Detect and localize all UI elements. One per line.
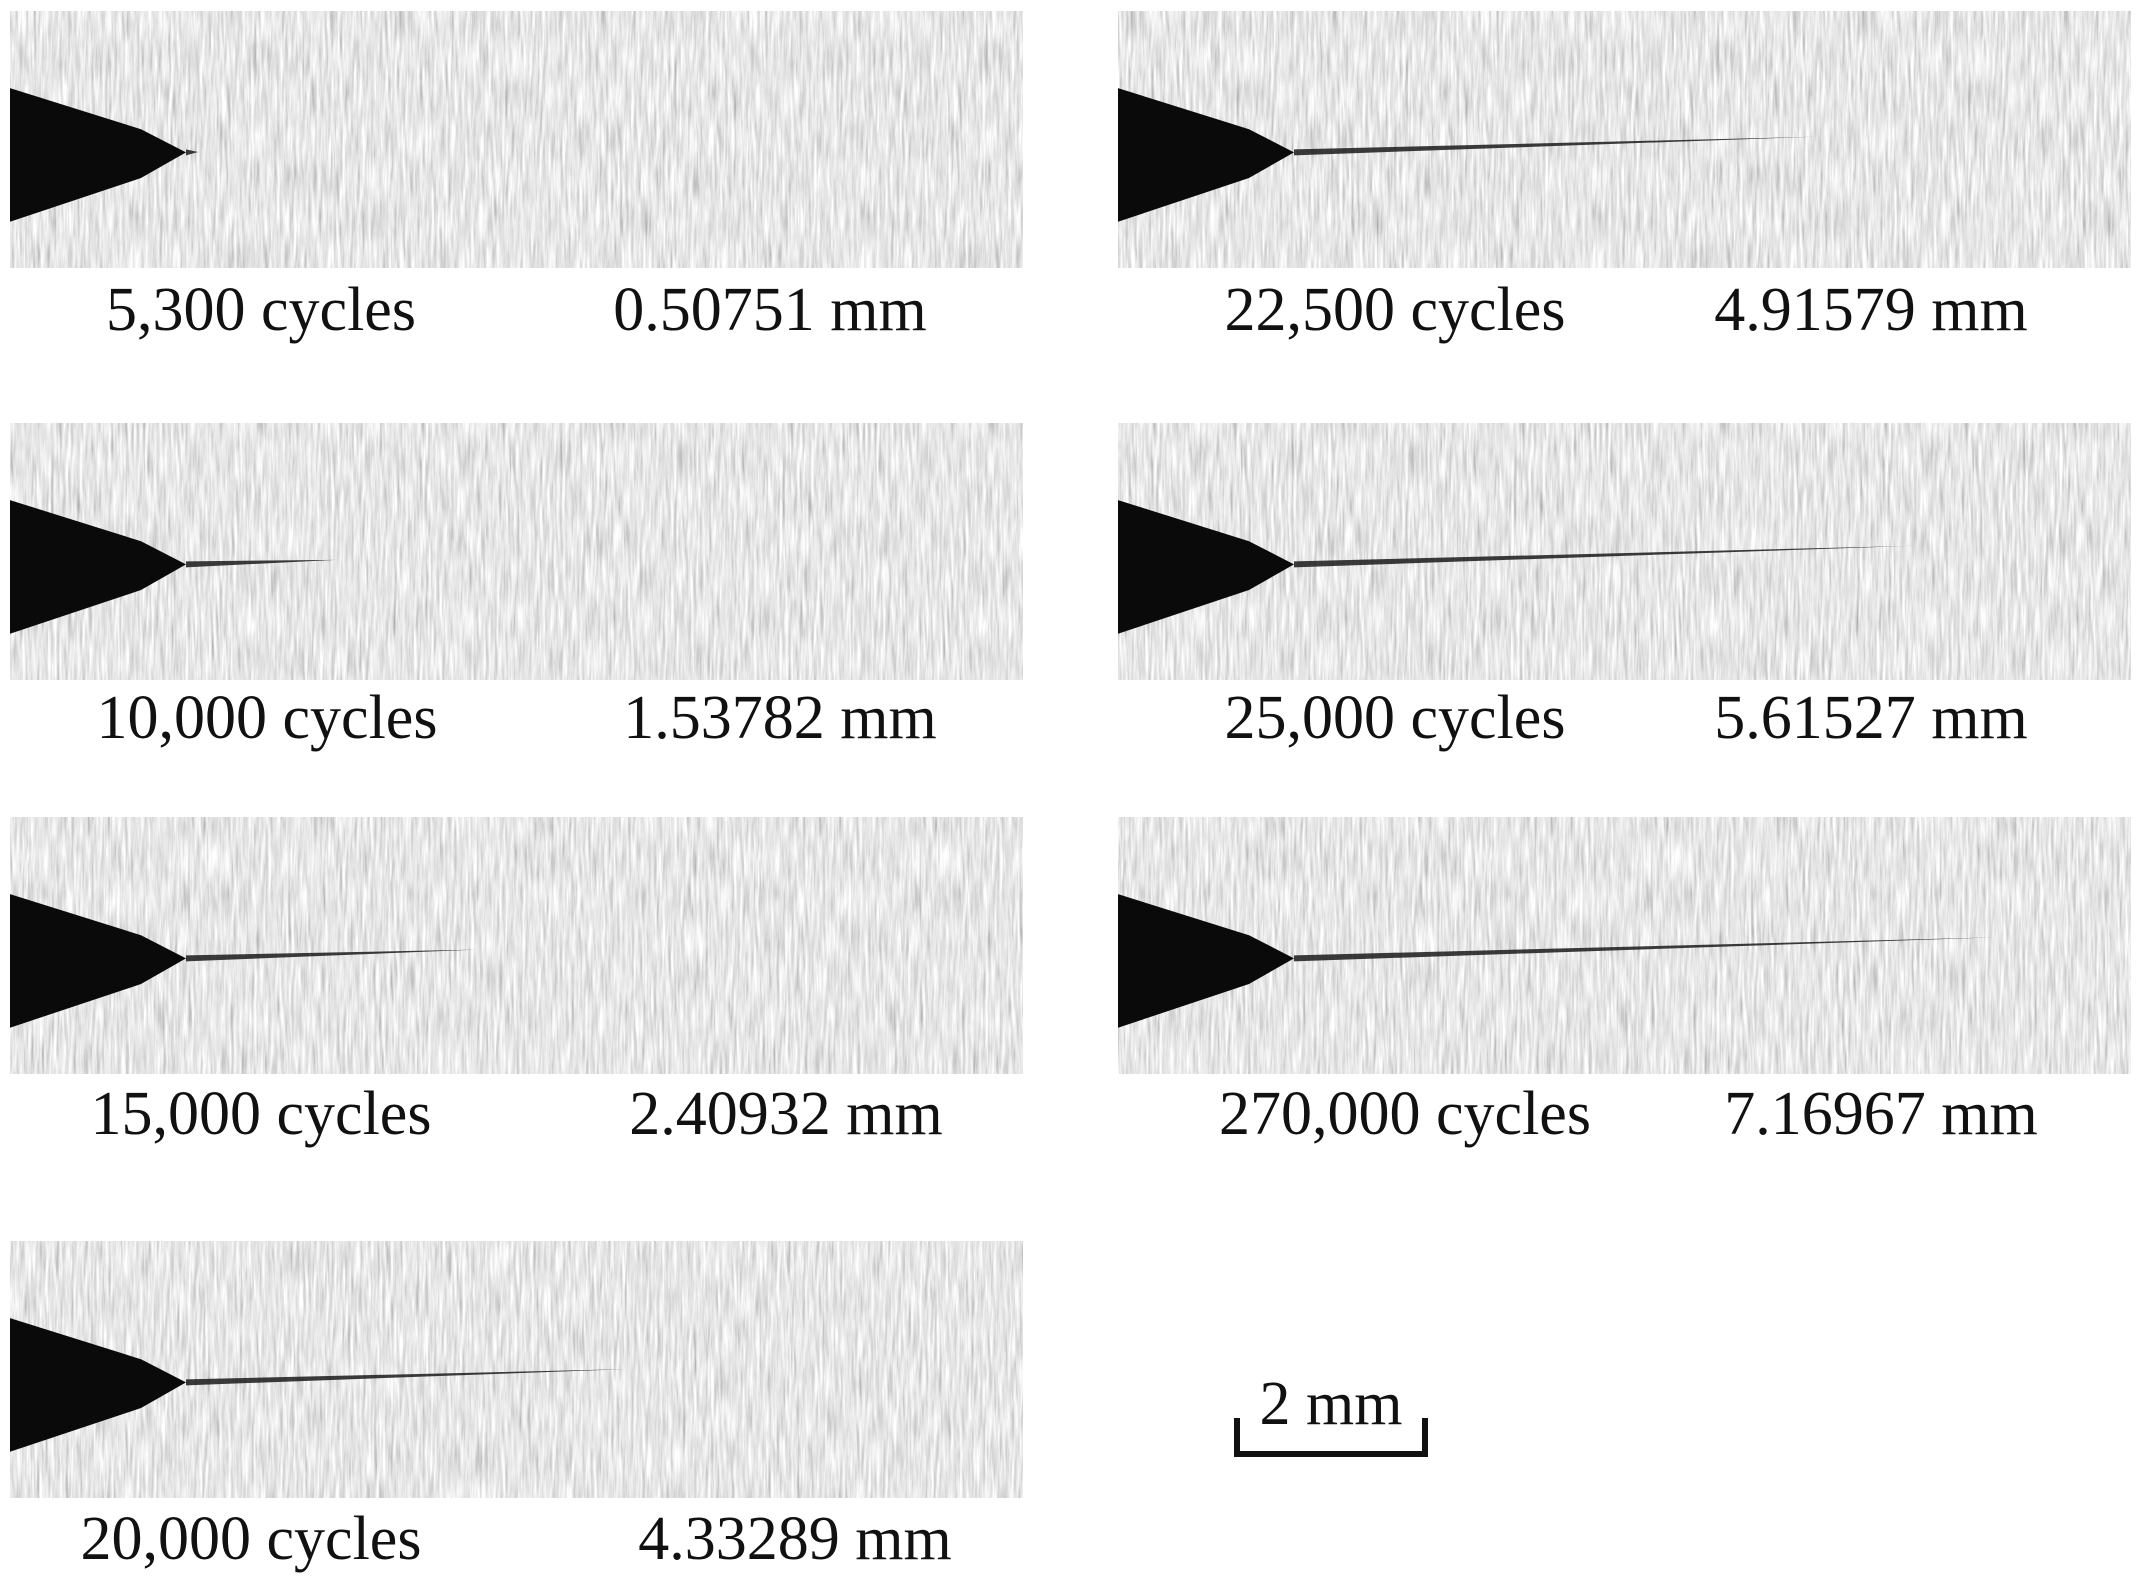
notch (10, 88, 186, 222)
panel: 25,000 cycles 5.61527 mm (1118, 423, 2131, 752)
notch (1118, 500, 1294, 634)
crack (1294, 545, 1914, 568)
scale-bar: 2 mm (1234, 1370, 1428, 1457)
notch (10, 894, 186, 1028)
panel-image (10, 423, 1023, 680)
notch (10, 1318, 186, 1452)
crack (1294, 937, 1994, 962)
panel-image (1118, 423, 2131, 680)
crack (186, 949, 476, 962)
cycles-label: 10,000 cycles (97, 684, 438, 752)
cycles-label: 270,000 cycles (1219, 1080, 1591, 1148)
crack (1294, 136, 1814, 156)
panels: 5,300 cycles 0.50751 mm 10,000 cycles 1.537… (10, 11, 2131, 1573)
crack-length-label: 7.16967 mm (1724, 1080, 2037, 1148)
notch (10, 500, 186, 634)
panel-image (1118, 817, 2131, 1074)
notch (1118, 88, 1294, 222)
crack-length-label: 1.53782 mm (623, 684, 936, 752)
cycles-label: 15,000 cycles (91, 1080, 432, 1148)
panel: 270,000 cycles 7.16967 mm (1118, 817, 2131, 1148)
cycles-label: 5,300 cycles (106, 276, 416, 344)
crack (186, 1369, 626, 1386)
scale-bar-label: 2 mm (1260, 1370, 1403, 1438)
crack (186, 559, 336, 568)
panel: 22,500 cycles 4.91579 mm (1118, 11, 2131, 344)
panel: 5,300 cycles 0.50751 mm (10, 11, 1023, 344)
panel-image (1118, 11, 2131, 268)
panel: 20,000 cycles 4.33289 mm (10, 1241, 1023, 1573)
panel: 15,000 cycles 2.40932 mm (10, 817, 1023, 1148)
crack-length-label: 5.61527 mm (1714, 684, 2027, 752)
cycles-label: 20,000 cycles (81, 1505, 422, 1573)
scale-bar-bracket (1234, 1418, 1428, 1457)
notch (1118, 894, 1294, 1028)
crack (186, 149, 198, 156)
crack-length-label: 2.40932 mm (629, 1080, 942, 1148)
cycles-label: 22,500 cycles (1225, 276, 1566, 344)
panel-image (10, 11, 1023, 268)
panel: 10,000 cycles 1.53782 mm (10, 423, 1023, 752)
crack-length-label: 0.50751 mm (613, 276, 926, 344)
panel-image (10, 817, 1023, 1074)
crack-length-label: 4.33289 mm (638, 1505, 951, 1573)
cycles-label: 25,000 cycles (1225, 684, 1566, 752)
crack-length-label: 4.91579 mm (1714, 276, 2027, 344)
panel-image (10, 1241, 1023, 1498)
